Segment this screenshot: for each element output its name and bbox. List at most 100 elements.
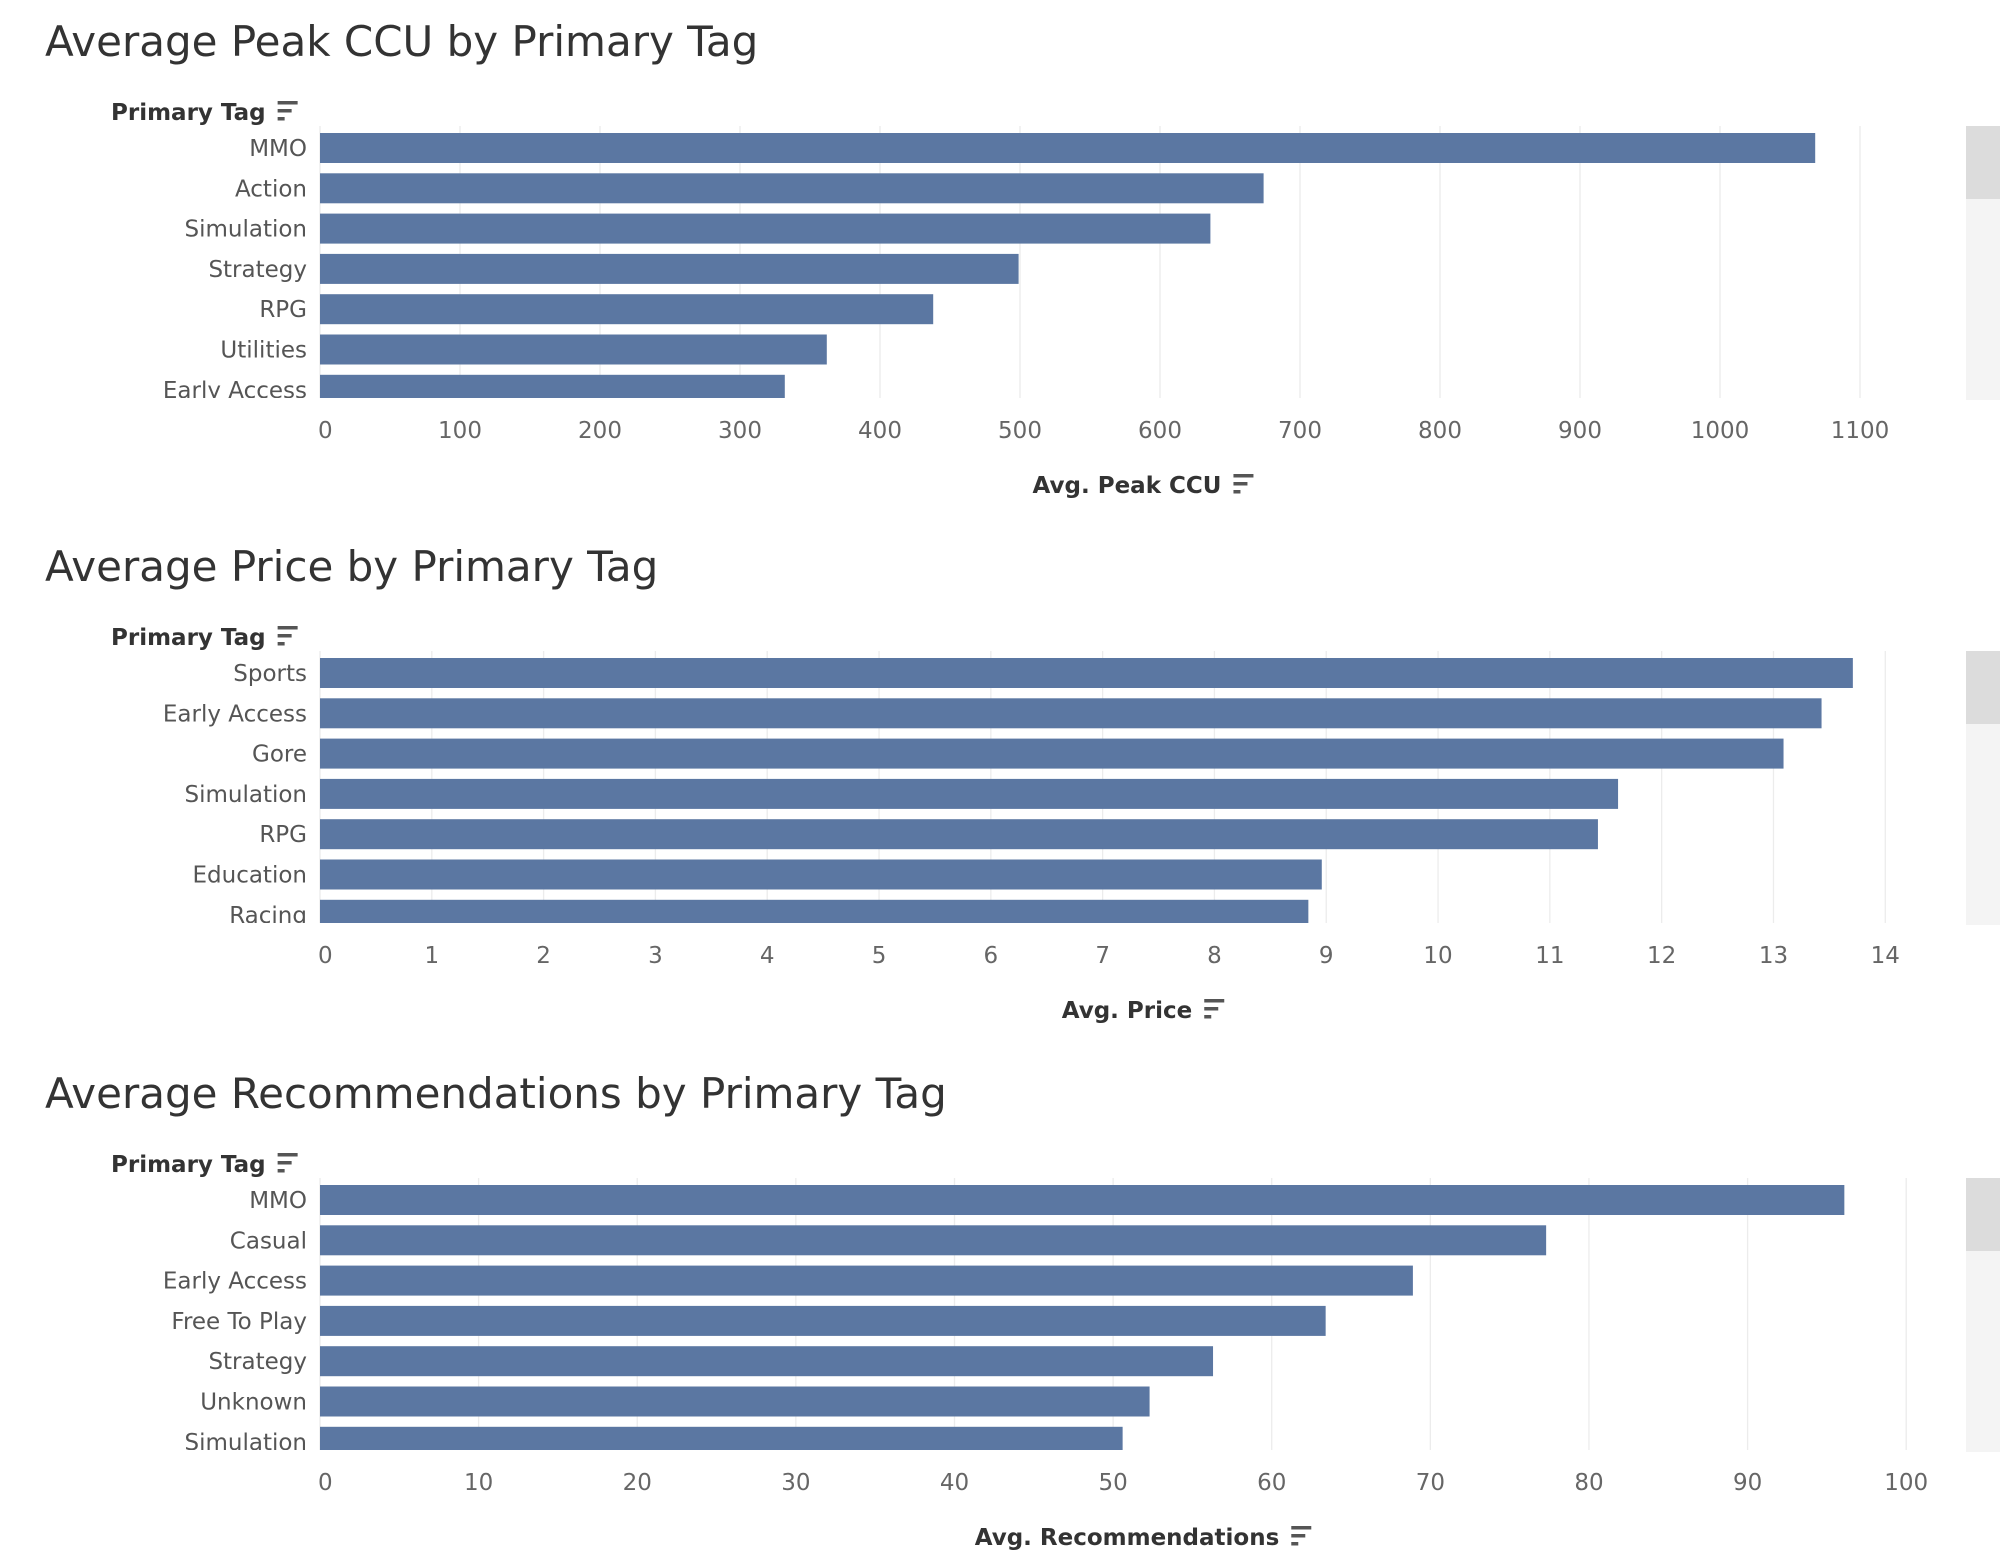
row-header-sort-icon[interactable] [277,1153,298,1173]
category-label: Racing [229,903,307,929]
row-header-label: Primary Tag [111,625,266,651]
row-header-label: Primary Tag [111,1152,266,1178]
bar-strategy[interactable] [320,1346,1214,1377]
bar-mmo[interactable] [320,1185,1845,1215]
category-label: RPG [259,822,307,848]
category-label: Strategy [208,1349,307,1375]
x-tick-label: 11 [1535,943,1564,969]
chart-price-svg: Average Price by Primary Tag Primary Tag S… [45,542,2000,1024]
bar-sports[interactable] [320,658,1853,688]
x-tick-label: 40 [940,1470,969,1496]
x-tick-label: 600 [1138,418,1182,444]
vertical-scrollbar[interactable] [1966,1178,2000,1452]
bar-racing[interactable] [320,899,1309,930]
x-tick-label: 0 [318,943,333,969]
category-label: Simulation [184,217,307,243]
x-tick-label: 800 [1418,418,1462,444]
bar-simulation[interactable] [320,1426,1123,1457]
bar-rpg[interactable] [320,819,1598,850]
category-label: Strategy [208,257,307,283]
vertical-scrollbar[interactable] [1966,651,2000,925]
category-label: Action [235,176,307,202]
chart-recommendations: Average Recommendations by Primary Tag Pr… [0,1052,2012,1552]
chart-title: Average Recommendations by Primary Tag [45,1069,947,1118]
row-header-sort-icon[interactable] [277,101,298,121]
scrollbar-thumb[interactable] [1966,651,2000,724]
bar-action[interactable] [320,173,1264,204]
category-label: Early Access [163,378,307,404]
category-label: Utilities [220,338,307,364]
bar-early-access[interactable] [320,698,1822,729]
bar-mmo[interactable] [320,133,1816,163]
bar-gore[interactable] [320,738,1784,769]
bar-simulation[interactable] [320,213,1211,244]
x-tick-label: 30 [781,1470,810,1496]
x-tick-label: 1 [424,943,439,969]
scrollbar-thumb[interactable] [1966,1178,2000,1251]
x-axis-ticks: 0 1 2 3 4 5 6 7 8 9 10 11 12 13 14 [318,943,1900,969]
x-tick-label: 6 [984,943,999,969]
x-tick-label: 2 [536,943,551,969]
category-label: Education [192,863,307,889]
row-header-sort-icon[interactable] [277,626,298,646]
bar-rpg[interactable] [320,294,934,325]
vertical-scrollbar[interactable] [1966,126,2000,400]
bars-area: Sports Early Access Gore Simulation RPG Educa… [163,658,1853,930]
x-tick-label: 3 [648,943,663,969]
category-label: Sports [233,661,307,687]
bars-area: MMO Casual Early Access Free To Play Strateg… [163,1185,1845,1457]
x-tick-label: 300 [718,418,762,444]
chart-title: Average Peak CCU by Primary Tag [45,17,758,66]
category-label: Casual [230,1228,307,1254]
x-tick-label: 500 [998,418,1042,444]
chart-title: Average Price by Primary Tag [45,542,658,591]
x-axis-ticks: 0 100 200 300 400 500 600 700 800 900 1000 1100 [318,418,1889,444]
bar-free-to-play[interactable] [320,1305,1326,1336]
x-tick-label: 400 [858,418,902,444]
bar-strategy[interactable] [320,253,1019,284]
chart-peak-ccu: Average Peak CCU by Primary Tag Primary T… [0,0,2012,512]
category-label: Free To Play [171,1309,307,1335]
x-axis-ticks: 0 10 20 30 40 50 60 70 80 90 100 [318,1470,1928,1496]
category-label: Simulation [184,1430,307,1456]
x-tick-label: 700 [1278,418,1322,444]
x-tick-label: 1000 [1691,418,1750,444]
category-label: Early Access [163,701,307,727]
x-axis-label: Avg. Recommendations [975,1525,1280,1551]
bar-early-access[interactable] [320,1265,1413,1296]
x-tick-label: 0 [318,418,333,444]
category-label: RPG [259,297,307,323]
x-tick-label: 9 [1319,943,1334,969]
bar-simulation[interactable] [320,778,1619,809]
x-axis-sort-icon[interactable] [1204,999,1225,1019]
bar-education[interactable] [320,859,1322,890]
category-label: Simulation [184,782,307,808]
x-tick-label: 10 [464,1470,493,1496]
x-tick-label: 60 [1257,1470,1286,1496]
bars-area: MMO Action Simulation Strategy RPG Utilities E… [163,133,1816,405]
row-header-label: Primary Tag [111,100,266,126]
category-label: MMO [249,1188,307,1214]
x-tick-label: 0 [318,1470,333,1496]
bar-early-access[interactable] [320,374,785,405]
bar-unknown[interactable] [320,1386,1150,1417]
x-tick-label: 8 [1207,943,1222,969]
x-tick-label: 14 [1871,943,1900,969]
x-axis-sort-icon[interactable] [1291,1526,1312,1546]
chart-recommendations-svg: Average Recommendations by Primary Tag Pr… [45,1069,2000,1551]
x-tick-label: 13 [1759,943,1788,969]
category-label: Unknown [200,1390,307,1416]
x-tick-label: 90 [1733,1470,1762,1496]
x-tick-label: 70 [1416,1470,1445,1496]
x-tick-label: 50 [1098,1470,1127,1496]
scrollbar-thumb[interactable] [1966,126,2000,199]
x-tick-label: 900 [1558,418,1602,444]
x-tick-label: 200 [578,418,622,444]
x-axis-sort-icon[interactable] [1233,474,1254,494]
x-tick-label: 10 [1423,943,1452,969]
x-tick-label: 4 [760,943,775,969]
chart-price: Average Price by Primary Tag Primary Tag S… [0,525,2012,1037]
bar-casual[interactable] [320,1225,1547,1256]
bar-utilities[interactable] [320,334,827,365]
x-tick-label: 5 [872,943,887,969]
